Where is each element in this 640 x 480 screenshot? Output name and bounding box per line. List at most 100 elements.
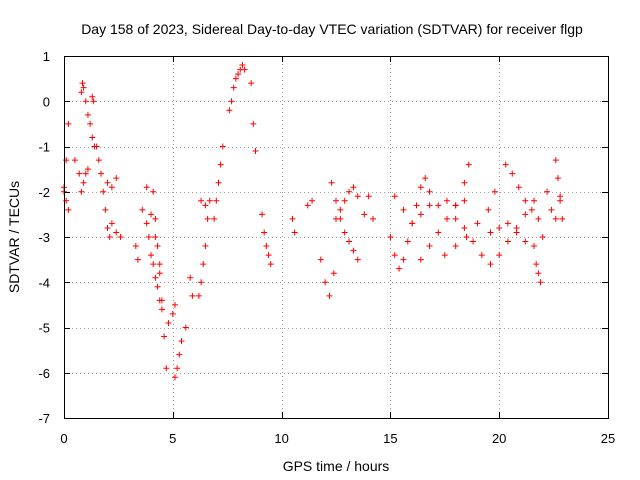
data-point	[80, 84, 87, 91]
data-point	[89, 134, 96, 141]
data-point	[78, 89, 85, 96]
data-point	[84, 166, 91, 173]
data-point	[531, 243, 538, 250]
data-point	[443, 197, 450, 204]
data-point	[265, 252, 272, 259]
data-point	[330, 270, 337, 277]
data-point	[509, 170, 516, 177]
data-point	[400, 256, 407, 263]
data-point	[156, 270, 163, 277]
x-tick-label: 10	[274, 431, 288, 446]
data-point	[513, 229, 520, 236]
x-tick-label: 5	[169, 431, 176, 446]
data-point	[291, 229, 298, 236]
data-point	[317, 256, 324, 263]
data-point	[206, 197, 213, 204]
y-tick-label: 0	[43, 94, 50, 109]
data-point	[528, 206, 535, 213]
data-point	[90, 98, 97, 105]
data-point	[198, 279, 205, 286]
data-point	[470, 238, 477, 245]
data-point	[215, 179, 222, 186]
data-point	[84, 111, 91, 118]
data-point	[365, 193, 372, 200]
data-point	[182, 324, 189, 331]
data-point	[263, 243, 270, 250]
data-point	[174, 365, 181, 372]
data-point	[413, 202, 420, 209]
x-tick-label: 25	[601, 431, 615, 446]
data-point	[502, 161, 509, 168]
data-point	[496, 224, 503, 231]
data-point	[491, 188, 498, 195]
data-point	[108, 184, 115, 191]
data-point	[78, 188, 85, 195]
data-point	[354, 193, 361, 200]
data-point	[163, 365, 170, 372]
data-point	[289, 215, 296, 222]
data-point	[350, 247, 357, 254]
data-point	[65, 120, 72, 127]
data-point	[554, 175, 561, 182]
data-point	[154, 283, 161, 290]
data-point	[226, 107, 233, 114]
data-point	[228, 98, 235, 105]
data-point	[396, 265, 403, 272]
data-point	[241, 66, 248, 73]
data-point	[80, 179, 87, 186]
data-point	[346, 188, 353, 195]
data-point	[132, 243, 139, 250]
data-point	[134, 256, 141, 263]
data-point	[267, 261, 274, 268]
data-point	[152, 274, 159, 281]
data-point	[391, 193, 398, 200]
data-point	[189, 292, 196, 299]
data-point	[76, 170, 83, 177]
data-point	[322, 279, 329, 286]
y-tick-label: -1	[38, 140, 50, 155]
data-point	[248, 80, 255, 87]
data-point	[145, 234, 152, 240]
y-axis-label: SDTVAR / TECUs	[6, 181, 22, 293]
data-point	[104, 224, 111, 231]
data-point	[522, 211, 529, 218]
data-point	[474, 220, 481, 227]
data-point	[426, 188, 433, 195]
data-point	[187, 274, 194, 281]
x-tick-label: 15	[383, 431, 397, 446]
data-point	[461, 197, 468, 204]
x-axis-label: GPS time / hours	[283, 458, 390, 474]
data-point	[557, 193, 564, 200]
data-point	[235, 71, 242, 78]
data-point	[346, 238, 353, 245]
data-point	[239, 62, 246, 69]
data-point	[361, 211, 368, 218]
data-point	[452, 243, 459, 250]
data-point	[487, 261, 494, 268]
y-tick-label: -4	[38, 275, 50, 290]
x-tick-label: 20	[492, 431, 506, 446]
data-point	[71, 157, 78, 164]
data-point	[426, 202, 433, 209]
data-point	[333, 197, 339, 204]
data-point	[350, 184, 357, 191]
data-point	[204, 215, 211, 222]
data-point	[435, 202, 442, 209]
x-tick-label: 0	[60, 431, 67, 446]
data-point	[232, 75, 239, 82]
data-point	[195, 292, 202, 299]
data-point	[461, 224, 468, 231]
data-point	[387, 234, 394, 240]
data-point	[171, 374, 178, 381]
data-point	[198, 197, 205, 204]
data-point	[143, 220, 150, 227]
data-point	[150, 261, 157, 268]
data-point	[178, 338, 185, 345]
data-point	[409, 220, 416, 227]
data-point	[337, 206, 344, 213]
data-point	[463, 234, 470, 240]
data-point	[100, 188, 107, 195]
data-point	[200, 261, 207, 268]
